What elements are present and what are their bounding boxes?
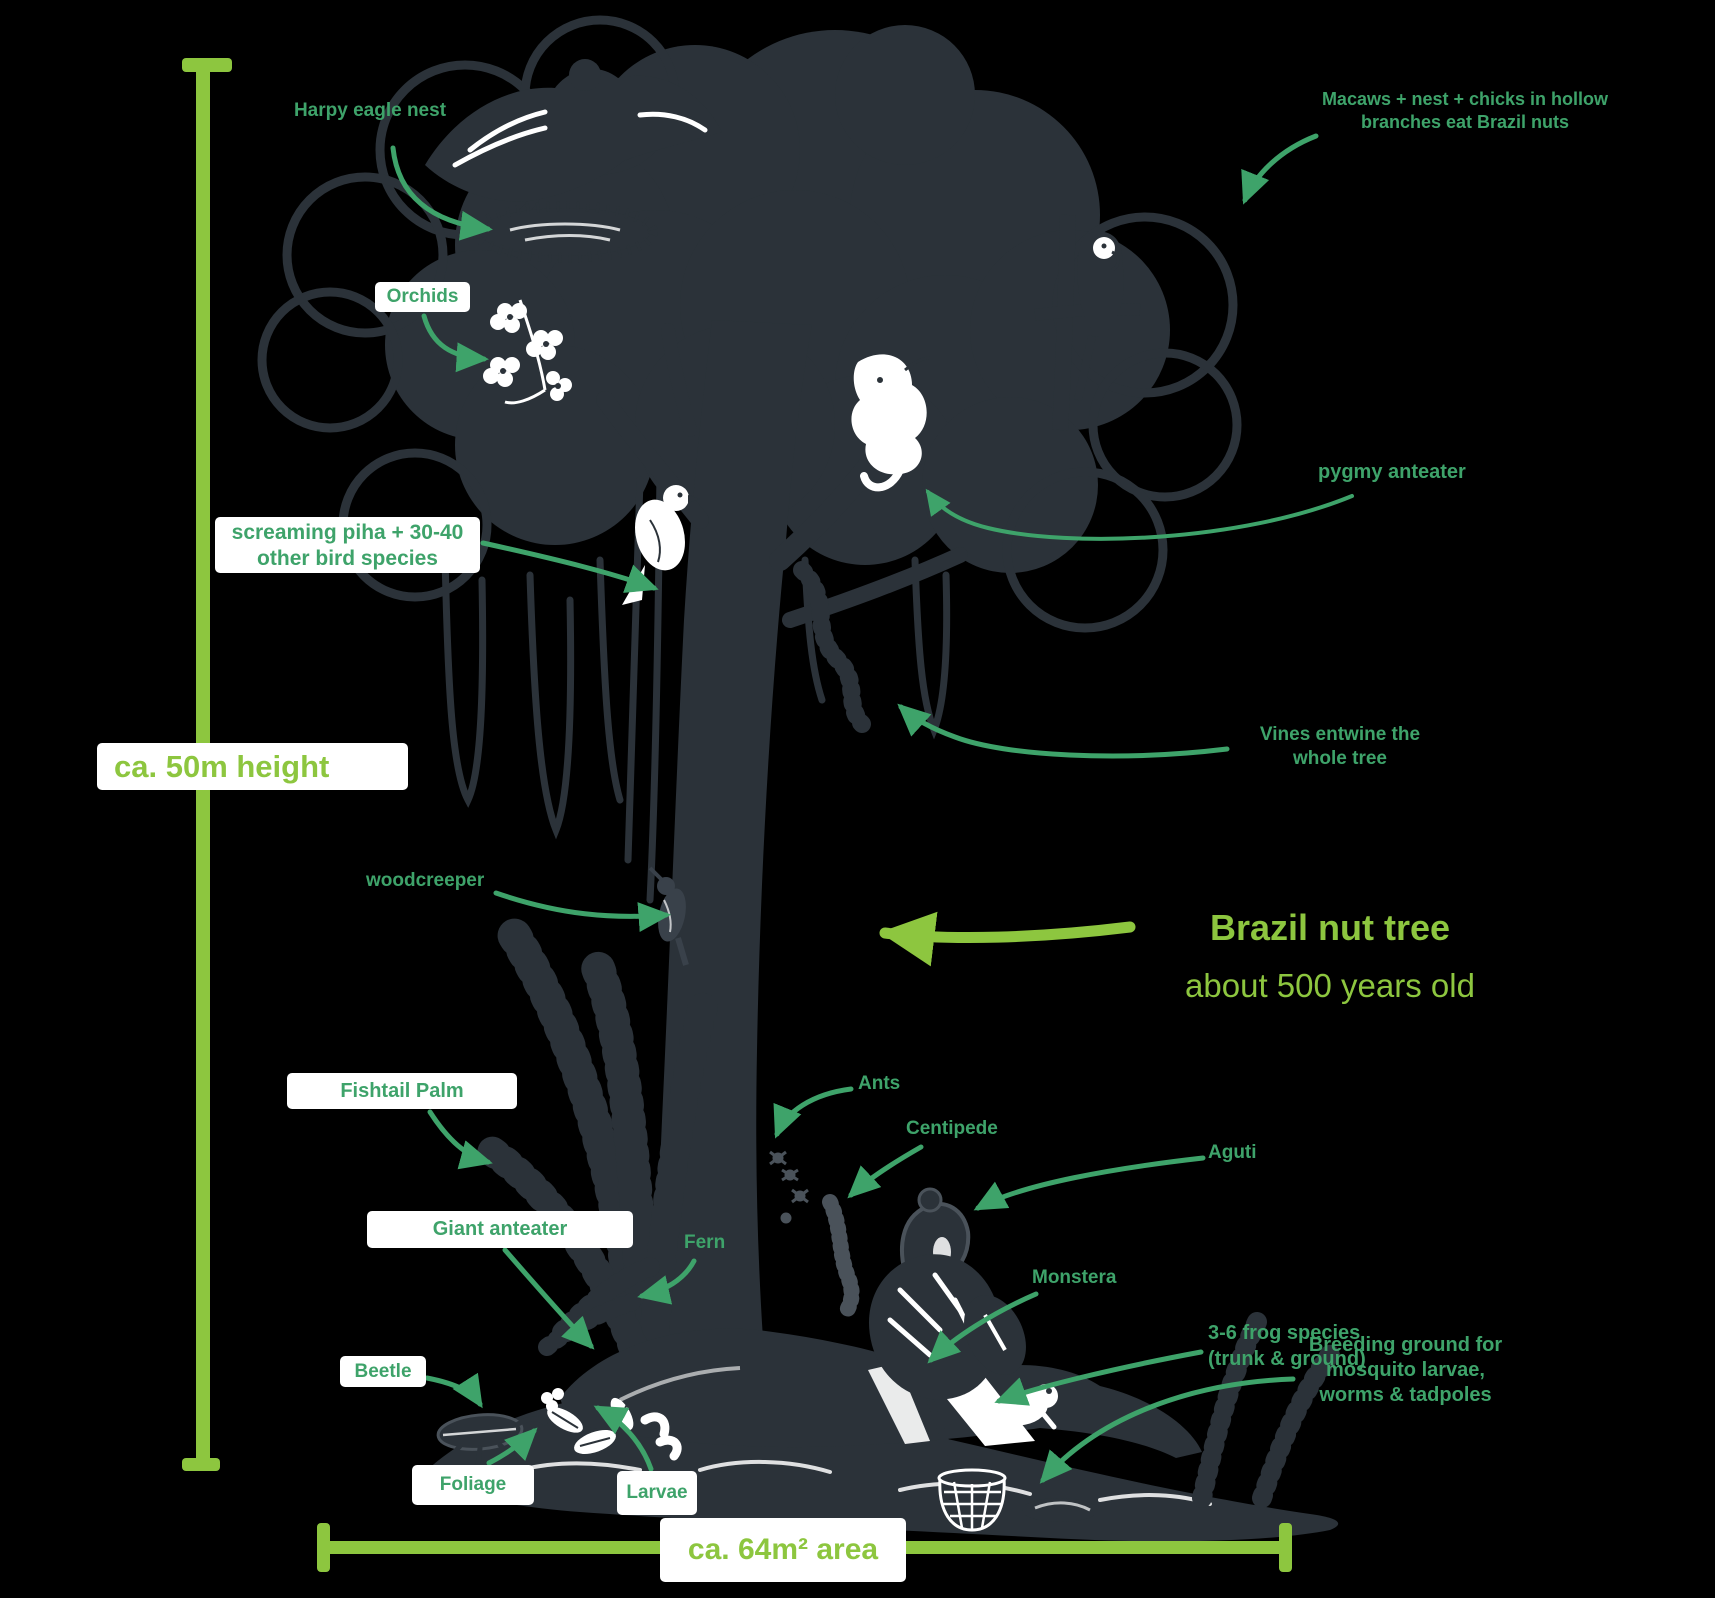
label-fishtail-palm: Fishtail Palm [287, 1073, 517, 1109]
arrow-to-fishtail-palm [427, 1109, 493, 1170]
label-ants: Ants [858, 1073, 901, 1094]
area-measurement: ca. 64m² area [660, 1518, 906, 1582]
arrow-to-giant-anteater [502, 1247, 595, 1350]
label-pygmy-anteater: pygmy anteater [1318, 461, 1466, 483]
harpy-eagle-figure [425, 59, 722, 202]
breeding-pot-figure [937, 1468, 1098, 1532]
arrow-to-centipede [847, 1144, 924, 1199]
label-orchids: Orchids [375, 282, 470, 312]
label-screaming-piha: screaming piha + 30-40 other bird specie… [215, 517, 480, 573]
label-vines: Vines entwine the whole tree [1259, 724, 1421, 769]
arrow-to-breeding-ground [1039, 1376, 1296, 1484]
label-foliage: Foliage [412, 1465, 534, 1505]
label-harpy-eagle-nest: Harpy eagle nest [293, 100, 447, 121]
arrow-to-ants [773, 1086, 854, 1139]
centipede-figure [822, 1194, 860, 1320]
arrow-to-foliage [486, 1427, 538, 1466]
arrow-to-woodcreeper [493, 890, 671, 932]
label-macaws: Macaws + nest + chicks in hollow branche… [1321, 89, 1609, 132]
orchids-figure [483, 299, 572, 405]
arrow-to-fern [637, 1258, 697, 1305]
arrow-to-orchids [421, 313, 489, 373]
arrow-to-trunk [879, 911, 1136, 967]
arrow-to-screaming-piha [480, 540, 659, 593]
tree-title-name: Brazil nut tree [1209, 907, 1451, 948]
arrow-to-pygmy-anteater [925, 488, 1354, 541]
arrow-to-vines [897, 703, 1230, 759]
ants-column [769, 1150, 809, 1224]
arrow-to-aguti [973, 1155, 1206, 1211]
arrow-to-harpy-nest [390, 145, 493, 241]
label-larvae: Larvae [617, 1471, 697, 1515]
macaw-figure [1034, 214, 1141, 431]
arrow-to-larvae [593, 1405, 654, 1472]
vine-squiggle [793, 561, 871, 733]
label-centipede: Centipede [906, 1118, 998, 1139]
tree-title-age: about 500 years old [1185, 967, 1475, 1004]
label-fern: Fern [684, 1232, 726, 1253]
label-breeding-ground: Breeding ground for mosquito larvae, wor… [1308, 1334, 1503, 1406]
arrow-to-macaws [1241, 133, 1319, 205]
height-measurement: ca. 50m height [97, 743, 408, 790]
arrow-to-beetle [424, 1372, 483, 1409]
arrow-to-frogs [994, 1349, 1204, 1406]
tree-title: Brazil nut tree about 500 years old [1140, 890, 1520, 1024]
label-aguti: Aguti [1208, 1142, 1257, 1163]
arrow-to-monstera [927, 1291, 1039, 1364]
label-giant-anteater: Giant anteater [367, 1211, 633, 1248]
pygmy-anteater-figure [851, 354, 931, 492]
label-beetle: Beetle [340, 1356, 426, 1387]
label-monstera: Monstera [1032, 1267, 1117, 1288]
monstera-figure [868, 1254, 1026, 1467]
label-frog-species: 3-6 frog species (trunk & ground) [1208, 1322, 1366, 1370]
label-woodcreeper: woodcreeper [366, 870, 485, 891]
